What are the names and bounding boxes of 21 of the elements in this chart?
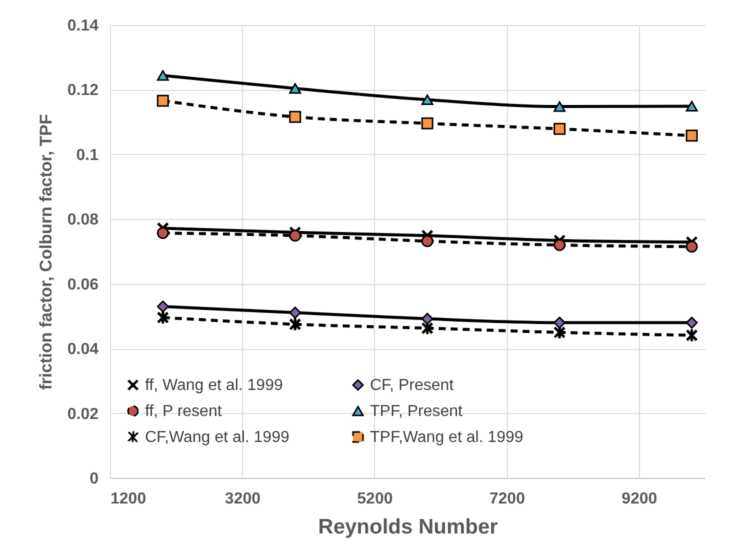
legend-label: CF,Wang et al. 1999 [145, 429, 290, 446]
y-tick-label: 0 [90, 470, 99, 488]
y-tick-label: 0.04 [67, 341, 99, 358]
legend-label: ff, Wang et al. 1999 [145, 377, 283, 394]
legend-label: TPF, Present [370, 403, 464, 420]
y-tick-label: 0.14 [67, 18, 99, 34]
legend-label: ff, P resent [145, 403, 222, 420]
x-tick-label: 5200 [357, 490, 393, 508]
y-tick-label: 0.1 [76, 146, 99, 164]
y-tick-label: 0.08 [67, 212, 99, 229]
x-axis-title: Reynolds Number [318, 516, 498, 538]
y-tick-label: 0.12 [67, 82, 99, 100]
y-tick-label: 0.06 [67, 276, 99, 294]
x-tick-label: 3200 [224, 490, 261, 508]
legend-label: CF, Present [370, 377, 454, 394]
legend-label: TPF,Wang et al. 1999 [370, 429, 524, 446]
x-tick-label: 7200 [489, 490, 526, 508]
x-tick-label: 1200 [110, 490, 146, 508]
y-axis-title: friction factor, Colburn factor, TPF [36, 114, 56, 390]
y-tick-label: 0.02 [67, 406, 99, 423]
x-tick-label: 9200 [622, 490, 658, 508]
